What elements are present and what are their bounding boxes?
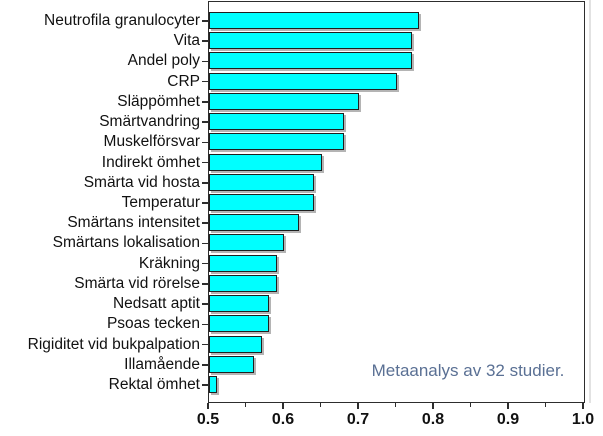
x-axis-minor-tick <box>319 403 322 407</box>
y-axis-label: Illamående <box>124 355 200 373</box>
y-axis-tick <box>202 364 208 366</box>
x-axis: 0.5 0.6 0.7 0.8 0.9 1.0 <box>197 403 594 436</box>
x-axis-minor-tick <box>244 403 247 407</box>
bar-1 <box>209 12 419 29</box>
bar-13 <box>209 254 277 272</box>
bar-15 <box>209 295 269 313</box>
y-axis-tick <box>202 121 208 123</box>
y-axis-tick <box>202 303 208 305</box>
plot-area <box>208 1 585 403</box>
x-axis-tick <box>207 403 209 409</box>
y-axis-label: Rektal ömhet <box>108 375 200 393</box>
x-axis-tick <box>357 403 359 409</box>
y-axis-tick <box>202 323 208 326</box>
bar-11 <box>209 214 299 232</box>
y-axis-label: Smärtvandring <box>99 113 200 131</box>
y-axis-tick <box>202 262 208 265</box>
x-axis-tick-label: 0.5 <box>196 411 220 428</box>
x-axis-minor-tick <box>544 403 547 407</box>
y-axis-tick <box>202 182 208 184</box>
y-axis-label: Smärtans lokalisation <box>52 234 200 252</box>
y-axis-label: Rigiditet vid bukpalpation <box>27 335 200 353</box>
y-axis-label: Kräkning <box>138 254 200 272</box>
x-axis-tick-label: 0.6 <box>271 411 295 428</box>
y-axis-label: Psoas tecken <box>106 315 200 333</box>
x-axis-tick <box>432 403 434 409</box>
y-axis-tick <box>202 242 208 245</box>
y-axis-tick <box>202 101 208 103</box>
bar-2 <box>209 32 412 50</box>
bar-7 <box>209 133 344 151</box>
y-axis-tick <box>202 60 208 63</box>
bar-5 <box>209 92 359 110</box>
x-axis-minor-tick <box>469 403 472 407</box>
x-axis-tick <box>507 403 509 409</box>
y-axis-label: Temperatur <box>121 193 200 211</box>
y-axis-label: Neutrofila granulocyter <box>44 12 200 29</box>
y-axis-label: Smärta vid hosta <box>83 173 200 191</box>
y-axis-ticks <box>202 1 208 403</box>
bar-17 <box>209 335 262 353</box>
y-axis-tick <box>202 161 208 164</box>
figure-edge-line <box>589 0 591 403</box>
bar-3 <box>209 52 412 70</box>
bar-4 <box>209 72 397 90</box>
y-axis-tick <box>202 40 208 42</box>
x-axis-tick-label: 0.8 <box>421 411 445 428</box>
y-axis-tick <box>202 202 208 204</box>
y-axis-tick <box>202 222 208 224</box>
y-axis-tick <box>202 343 208 346</box>
bar-6 <box>209 113 344 131</box>
bar-12 <box>209 234 284 252</box>
bar-14 <box>209 274 277 292</box>
y-axis-tick <box>202 283 208 285</box>
bar-19 <box>209 375 217 393</box>
y-axis-tick <box>202 384 208 386</box>
y-axis-tick <box>202 141 208 144</box>
annotation-text: Metaanalys av 32 studier. <box>371 361 565 380</box>
y-axis-tick <box>202 80 208 83</box>
y-axis-label: Smärtans intensitet <box>67 214 200 232</box>
x-axis-tick-label: 0.9 <box>496 411 520 428</box>
y-axis-label: CRP <box>167 72 200 90</box>
y-axis-label: Vita <box>173 32 200 50</box>
x-axis-tick <box>282 403 284 409</box>
y-axis-label: Muskelförsvar <box>103 133 200 151</box>
x-axis-tick-label: 0.7 <box>346 411 370 428</box>
bar-18 <box>209 355 254 373</box>
bar-10 <box>209 193 314 211</box>
y-axis-tick <box>202 20 208 22</box>
y-axis-label: Indirekt ömhet <box>101 153 200 171</box>
bar-9 <box>209 173 314 191</box>
bar-16 <box>209 315 269 333</box>
x-axis-tick <box>582 403 584 409</box>
y-axis-label: Släppömhet <box>117 92 200 110</box>
bar-8 <box>209 153 322 171</box>
x-axis-minor-tick <box>394 403 397 407</box>
y-axis-labels: Neutrofila granulocyter Vita Andel poly CRP… <box>0 1 200 403</box>
y-axis-label: Nedsatt aptit <box>112 295 200 313</box>
y-axis-label: Smärta vid rörelse <box>74 274 200 292</box>
x-axis-tick-label: 1.0 <box>571 411 595 428</box>
y-axis-label: Andel poly <box>127 52 200 70</box>
